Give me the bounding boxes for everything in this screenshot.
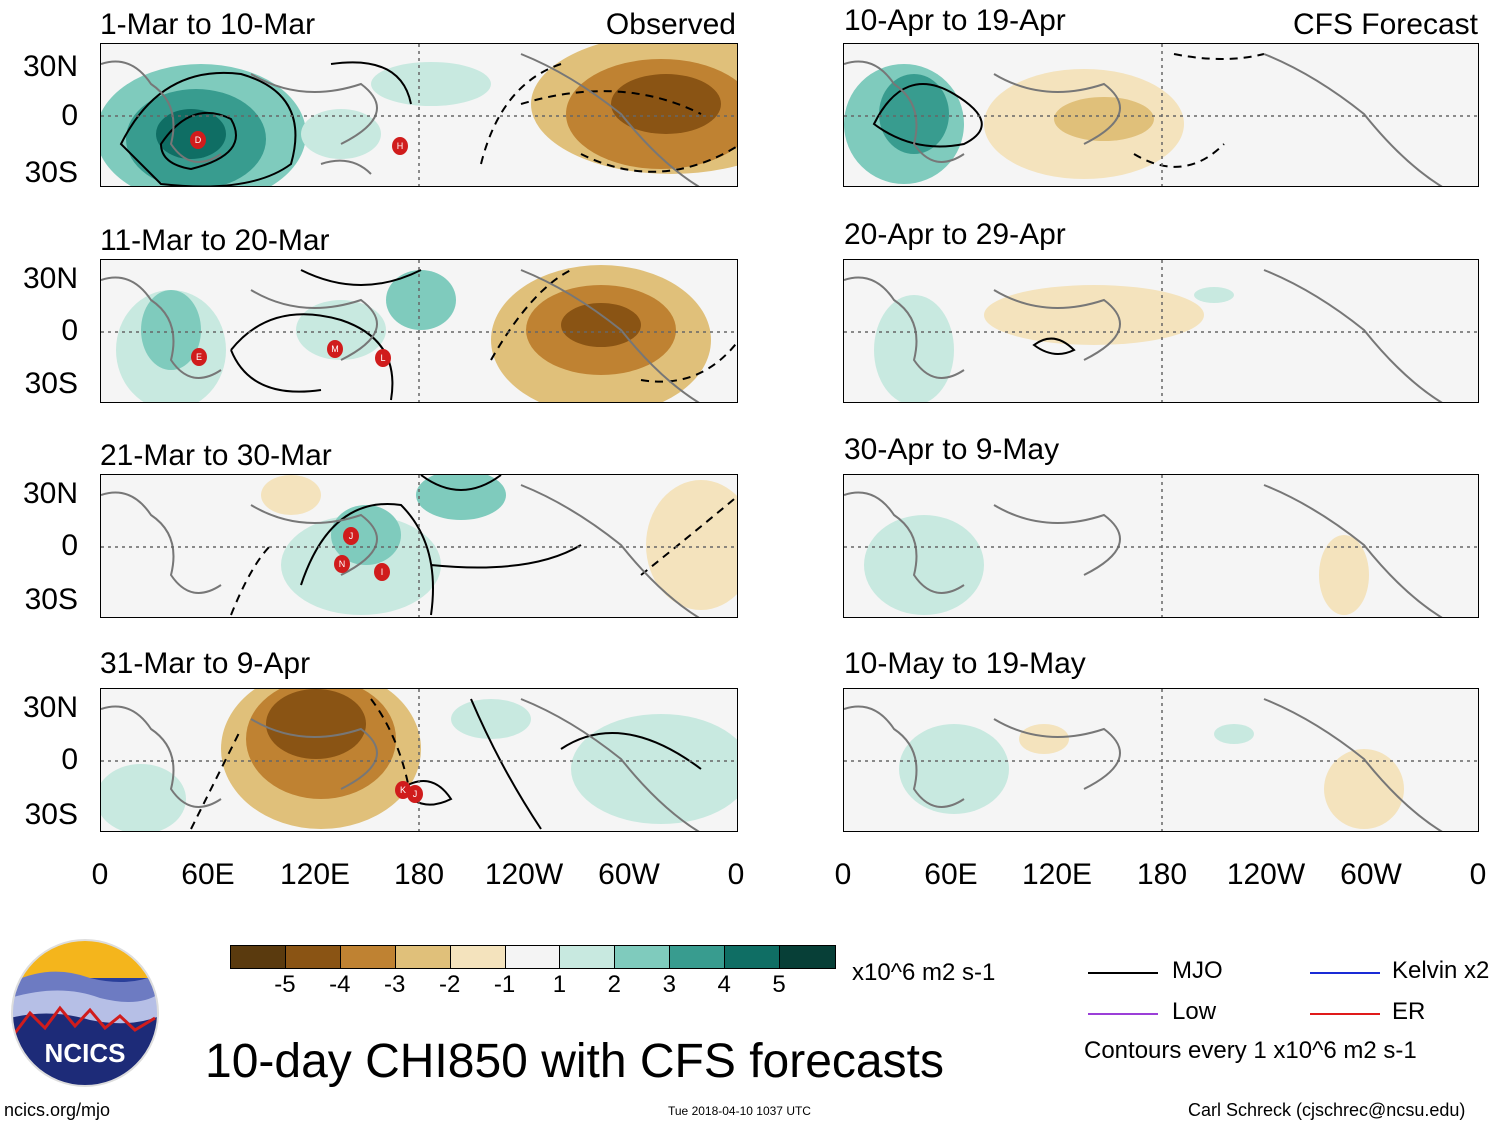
lat-label-30n: 30N [22, 477, 78, 510]
legend-label-low: Low [1172, 998, 1217, 1025]
storm-marker: M [327, 340, 343, 358]
lat-label-eq: 0 [61, 743, 78, 776]
colorbar-units: x10^6 m2 s-1 [852, 959, 996, 986]
lon-label: 180 [1136, 858, 1188, 891]
obs-map-3: J N I [100, 474, 738, 618]
colorbar-cell [725, 946, 781, 968]
lon-label: 120W [1226, 858, 1306, 891]
lat-label-eq: 0 [61, 314, 78, 347]
colorbar-tick-label: -3 [384, 971, 406, 998]
legend-line-kelvin [1310, 972, 1380, 974]
contour-note: Contours every 1 x10^6 m2 s-1 [1084, 1037, 1417, 1064]
fc-panel-3-title: 30-Apr to 9-May [844, 433, 1060, 466]
colorbar-cell [231, 946, 286, 968]
legend-label-mjo: MJO [1172, 957, 1223, 984]
colorbar-tick-label: -4 [329, 971, 351, 998]
logo-text: NCICS [44, 1038, 126, 1068]
lat-label-30s: 30S [24, 583, 78, 616]
lon-label: 120E [279, 858, 351, 891]
footer-credit: Carl Schreck (cjschrec@ncsu.edu) [1188, 1100, 1466, 1120]
colorbar-cell [340, 946, 396, 968]
fc-panel-4-title: 10-May to 19-May [844, 647, 1086, 680]
storm-marker: I [374, 563, 390, 581]
colorbar-cell [615, 946, 671, 968]
lon-label: 0 [1469, 858, 1487, 891]
colorbar-tick-label: -1 [493, 971, 516, 998]
main-title: 10-day CHI850 with CFS forecasts [205, 1035, 944, 1088]
storm-marker: D [190, 131, 206, 149]
lat-label-eq: 0 [61, 529, 78, 562]
colorbar-tick-label: -5 [274, 971, 296, 998]
observed-label: Observed [605, 8, 736, 41]
colorbar-cell [670, 946, 726, 968]
colorbar-cell [450, 946, 506, 968]
obs-map-4: K J [100, 688, 738, 832]
colorbar-tick-label: 1 [552, 971, 567, 998]
colorbar-tick-label: 5 [772, 971, 786, 998]
legend-label-er: ER [1392, 998, 1426, 1025]
fc-panel-1-title: 10-Apr to 19-Apr [844, 4, 1066, 37]
colorbar-tick-label: 4 [717, 971, 731, 998]
ncics-logo: NCICS [10, 938, 160, 1088]
obs-panel-4-title: 31-Mar to 9-Apr [100, 647, 311, 680]
footer-timestamp: Tue 2018-04-10 1037 UTC [668, 1104, 811, 1118]
ncics-logo-icon [11, 939, 159, 1087]
lon-label: 0 [91, 858, 109, 891]
cfs-forecast-label: CFS Forecast [1292, 8, 1478, 41]
storm-marker: H [392, 137, 408, 155]
obs-panel-2-title: 11-Mar to 20-Mar [100, 224, 330, 257]
legend-label-kelvin: Kelvin x2 [1392, 957, 1490, 984]
colorbar-tick-label: -2 [438, 971, 461, 998]
colorbar-tick-label: 2 [607, 971, 622, 998]
lon-label: 60E [924, 858, 978, 891]
fc-map-3 [843, 474, 1479, 618]
fc-map-2 [843, 259, 1479, 403]
lat-label-eq: 0 [61, 99, 78, 132]
lon-label: 180 [393, 858, 445, 891]
lat-label-30n: 30N [22, 691, 78, 724]
lon-label: 120E [1021, 858, 1093, 891]
lon-label: 60W [598, 858, 660, 891]
lon-label: 0 [727, 858, 745, 891]
colorbar-cell [395, 946, 451, 968]
fc-panel-2-title: 20-Apr to 29-Apr [844, 218, 1066, 251]
storm-marker: E [191, 348, 207, 366]
legend-line-er [1310, 1013, 1380, 1015]
colorbar-cell [560, 946, 616, 968]
lon-label: 0 [834, 858, 852, 891]
fc-map-4 [843, 688, 1479, 832]
lat-label-30n: 30N [22, 50, 78, 83]
lat-label-30s: 30S [24, 367, 78, 400]
obs-panel-1-title: 1-Mar to 10-Mar [100, 8, 316, 41]
storm-marker: N [334, 555, 350, 573]
lon-label: 60E [181, 858, 235, 891]
lat-label-30s: 30S [24, 156, 78, 189]
storm-marker: J [407, 785, 423, 803]
colorbar [230, 945, 836, 969]
lon-label: 120W [484, 858, 564, 891]
storm-marker: J [343, 527, 359, 545]
obs-panel-3-title: 21-Mar to 30-Mar [100, 439, 332, 472]
colorbar-cell [285, 946, 341, 968]
legend-line-mjo [1088, 972, 1158, 974]
lat-label-30s: 30S [24, 798, 78, 831]
colorbar-cell [780, 946, 835, 968]
obs-map-2: E M L [100, 259, 738, 403]
colorbar-cell [505, 946, 561, 968]
legend-line-low [1088, 1013, 1158, 1015]
fc-map-1 [843, 43, 1479, 187]
storm-marker: L [375, 349, 391, 367]
footer-url[interactable]: ncics.org/mjo [4, 1100, 111, 1120]
lat-label-30n: 30N [22, 262, 78, 295]
colorbar-tick-label: 3 [662, 971, 676, 998]
lon-label: 60W [1340, 858, 1402, 891]
obs-map-1: D H [100, 43, 738, 187]
